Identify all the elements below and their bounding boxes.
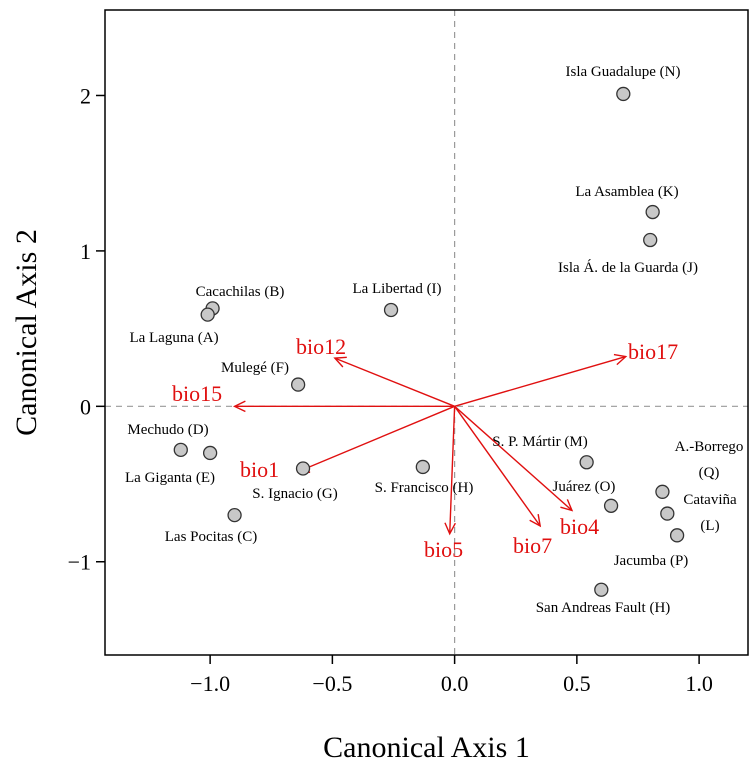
vector-bio7 [454,405,541,527]
point-label: Isla Guadalupe (N) [566,64,681,80]
point-label: Juárez (O) [553,479,616,495]
point-label: La Asamblea (K) [575,184,678,200]
point-label: San Andreas Fault (H) [536,600,671,616]
data-point [594,582,609,597]
y-tick-label: −1 [68,550,91,575]
y-axis: −1 0 1 2 [68,83,105,575]
vector-arrowhead-bio12 [333,356,347,368]
vector-label-bio7: bio7 [513,533,552,558]
vector-bio1 [297,405,455,473]
point-label: S. Ignacio (G) [252,486,337,502]
vector-bio4 [454,405,573,511]
point-label: Jacumba (P) [614,553,689,569]
point-label: Isla Á. de la Guarda (J) [558,259,698,276]
point-label: Mulegé (F) [221,360,289,376]
x-axis: −1.0 −0.5 0.0 0.5 1.0 [190,655,713,696]
point-label: Las Pocitas (C) [165,529,257,545]
x-tick-label: −1.0 [190,671,230,696]
y-tick-label: 2 [80,83,91,108]
data-point [290,377,306,392]
x-tick-label: −0.5 [312,671,352,696]
vector-arrowhead-bio4 [560,499,574,512]
data-point [579,455,594,470]
vector-label-bio1: bio1 [240,457,279,482]
vector-bio5 [449,406,456,534]
point-label: Mechudo (D) [127,422,208,438]
x-tick-label: 0.0 [441,671,469,696]
data-point [415,459,430,475]
data-point [295,461,311,476]
x-tick-label: 0.5 [563,671,591,696]
data-point [202,445,218,461]
vector-arrowhead-bio17 [613,353,628,366]
x-tick-label: 1.0 [685,671,713,696]
vector-arrowhead-bio5 [444,522,456,536]
vector-arrowhead-bio15 [232,400,246,413]
point-label: La Laguna (A) [129,330,218,346]
y-tick-label: 1 [80,239,91,264]
data-point [655,484,670,499]
point-label: Cataviña (L) [683,492,737,534]
data-point [645,204,660,220]
y-tick-label: 0 [80,394,91,419]
x-axis-title: Canonical Axis 1 [323,731,530,764]
vector-bio17 [454,355,626,407]
data-point [200,307,215,322]
point-label: La Libertad (I) [352,281,441,297]
vector-arrowhead-bio7 [529,514,542,528]
data-point [643,232,658,248]
point-label: Cacachilas (B) [196,284,285,300]
vector-layer: bio17 bio12 bio15 bio1 bio5 bio7 bio4 [172,334,678,562]
point-label: S. P. Mártir (M) [492,434,587,450]
vector-label-bio5: bio5 [424,537,463,562]
data-point [616,86,631,102]
data-point [603,498,619,513]
y-axis-title: Canonical Axis 2 [10,229,43,436]
vector-label-bio15: bio15 [172,381,222,406]
point-label: S. Francisco (H) [375,480,474,496]
vector-label-bio17: bio17 [628,339,678,364]
point-label: A.-Borrego (Q) [675,439,744,481]
vector-bio12 [334,357,455,407]
point-layer: Isla Guadalupe (N) La Asamblea (K) Isla Á.… [125,64,743,616]
vector-label-bio12: bio12 [296,334,346,359]
plot-frame [104,9,749,656]
data-point [669,528,685,543]
data-point [383,302,399,318]
data-point [227,507,242,523]
data-point [173,442,188,457]
vector-label-bio4: bio4 [560,514,599,539]
data-point [660,506,675,521]
point-label: La Giganta (E) [125,470,215,486]
